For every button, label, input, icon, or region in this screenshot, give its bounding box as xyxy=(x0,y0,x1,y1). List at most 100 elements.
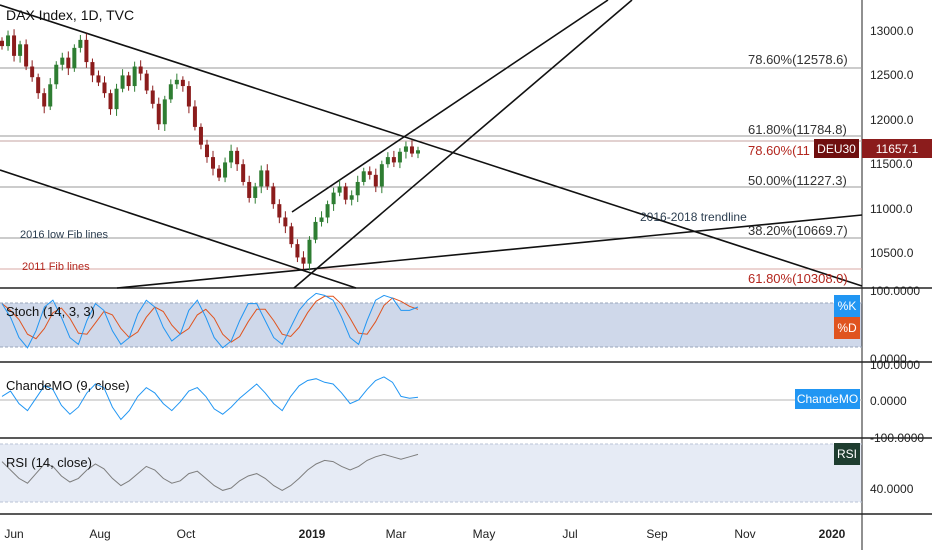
time-tick: 2020 xyxy=(819,527,846,541)
candle-body xyxy=(126,75,131,87)
rsi-line xyxy=(1,453,419,491)
candlestick-series xyxy=(0,29,420,271)
candle-body xyxy=(96,75,101,83)
candle-body xyxy=(60,57,65,65)
candle-body xyxy=(409,146,414,154)
fib-label: 50.00%(11227.3) xyxy=(748,173,847,188)
candle-body xyxy=(132,66,137,87)
candle-body xyxy=(289,226,294,245)
time-tick: Jun xyxy=(4,527,23,541)
price-tick: 13000.0 xyxy=(870,24,914,38)
time-tick: Oct xyxy=(177,527,196,541)
candle-body xyxy=(217,168,222,178)
cmo-axis-mid: 0.0000 xyxy=(870,394,907,408)
candle-body xyxy=(343,186,348,200)
cmo-badge[interactable] xyxy=(795,389,860,409)
candle-body xyxy=(337,186,342,193)
candle-body xyxy=(198,126,203,145)
candle-body xyxy=(325,204,330,218)
candle-body xyxy=(72,47,77,69)
candle-body xyxy=(144,73,149,91)
fib-2011-annotation: 2011 Fib lines xyxy=(22,261,90,273)
time-tick: Mar xyxy=(386,527,407,541)
symbol-badge[interactable] xyxy=(814,139,859,158)
time-axis[interactable]: Jun Aug Oct 2019 Mar May Jul Sep Nov 202… xyxy=(4,527,845,541)
candle-body xyxy=(54,64,59,85)
candle-body xyxy=(12,35,17,56)
candle-body xyxy=(114,88,119,110)
candle-body xyxy=(18,44,23,56)
candle-body xyxy=(30,66,35,78)
candle-body xyxy=(283,217,288,227)
candle-body xyxy=(271,186,276,205)
cmo-title: ChandeMO (9, close) xyxy=(6,378,130,393)
stoch-d-legend-badge[interactable] xyxy=(834,317,860,339)
cmo-badge-label: ChandeMO xyxy=(797,392,858,406)
candle-body xyxy=(180,79,185,87)
price-axis[interactable]: 13000.0 12500.0 12000.0 11500.0 11000.0 … xyxy=(870,24,914,260)
candle-body xyxy=(156,103,161,125)
candle-body xyxy=(253,186,258,198)
candle-body xyxy=(349,195,354,200)
candle-body xyxy=(307,239,312,264)
stoch-k-legend-badge[interactable] xyxy=(834,295,860,317)
candle-body xyxy=(235,150,240,165)
fib-label: 38.20%(10669.7) xyxy=(748,223,848,238)
candle-body xyxy=(379,164,384,187)
candle-body xyxy=(162,99,167,125)
stoch-axis-bottom: 0.0000 xyxy=(870,352,907,366)
stoch-title: Stoch (14, 3, 3) xyxy=(6,304,95,319)
time-tick: May xyxy=(473,527,496,541)
candle-body xyxy=(211,157,216,169)
price-tick: 12500.0 xyxy=(870,68,914,82)
price-tick: 10500.0 xyxy=(870,246,914,260)
candle-body xyxy=(48,84,53,107)
candle-body xyxy=(0,40,4,47)
candle-body xyxy=(186,86,191,107)
candle-body xyxy=(150,90,155,104)
candle-body xyxy=(90,62,95,76)
candle-body xyxy=(84,39,89,63)
fib-label: 78.60%(12578.6) xyxy=(748,52,848,67)
rsi-axis-value: 40.0000 xyxy=(870,482,914,496)
fib-lines xyxy=(0,67,862,270)
rsi-badge[interactable] xyxy=(834,443,860,465)
stoch-d-line xyxy=(1,295,419,343)
candle-body xyxy=(331,192,336,205)
current-price-value: 11657.1 xyxy=(876,142,919,156)
fib-label: 61.80%(11784.8) xyxy=(748,122,847,137)
chart-title: DAX Index, 1D, TVC xyxy=(6,7,134,23)
candle-body xyxy=(168,84,173,100)
candle-body xyxy=(223,162,228,178)
candle-body xyxy=(319,217,324,222)
rsi-badge-label: RSI xyxy=(837,447,857,461)
candle-body xyxy=(277,204,282,218)
fib-label: 78.60%(11 xyxy=(748,143,810,158)
trendline-annotation: 2016-2018 trendline xyxy=(640,210,747,224)
candle-body xyxy=(174,79,179,85)
candle-body xyxy=(42,93,47,107)
fib-label: 61.80%(10308.0) xyxy=(748,271,848,286)
candle-body xyxy=(78,39,83,48)
time-tick: Nov xyxy=(734,527,755,541)
candle-body xyxy=(313,221,318,240)
cmo-line xyxy=(1,376,419,421)
candle-body xyxy=(66,57,71,69)
candle-body xyxy=(416,150,420,154)
candle-body xyxy=(229,150,234,163)
price-tick: 12000.0 xyxy=(870,113,914,127)
price-tick: 11500.0 xyxy=(870,157,913,171)
candle-body xyxy=(138,66,143,74)
price-tick: 11000.0 xyxy=(870,202,913,216)
candle-body xyxy=(403,146,408,152)
candle-body xyxy=(192,106,197,127)
stoch-k-legend: %K xyxy=(838,299,857,313)
trend-lines[interactable] xyxy=(0,0,863,289)
stoch-k-line xyxy=(1,292,419,349)
candle-body xyxy=(361,171,366,182)
candle-body xyxy=(295,244,300,258)
candle-body xyxy=(373,174,378,187)
stoch-band xyxy=(0,303,862,347)
